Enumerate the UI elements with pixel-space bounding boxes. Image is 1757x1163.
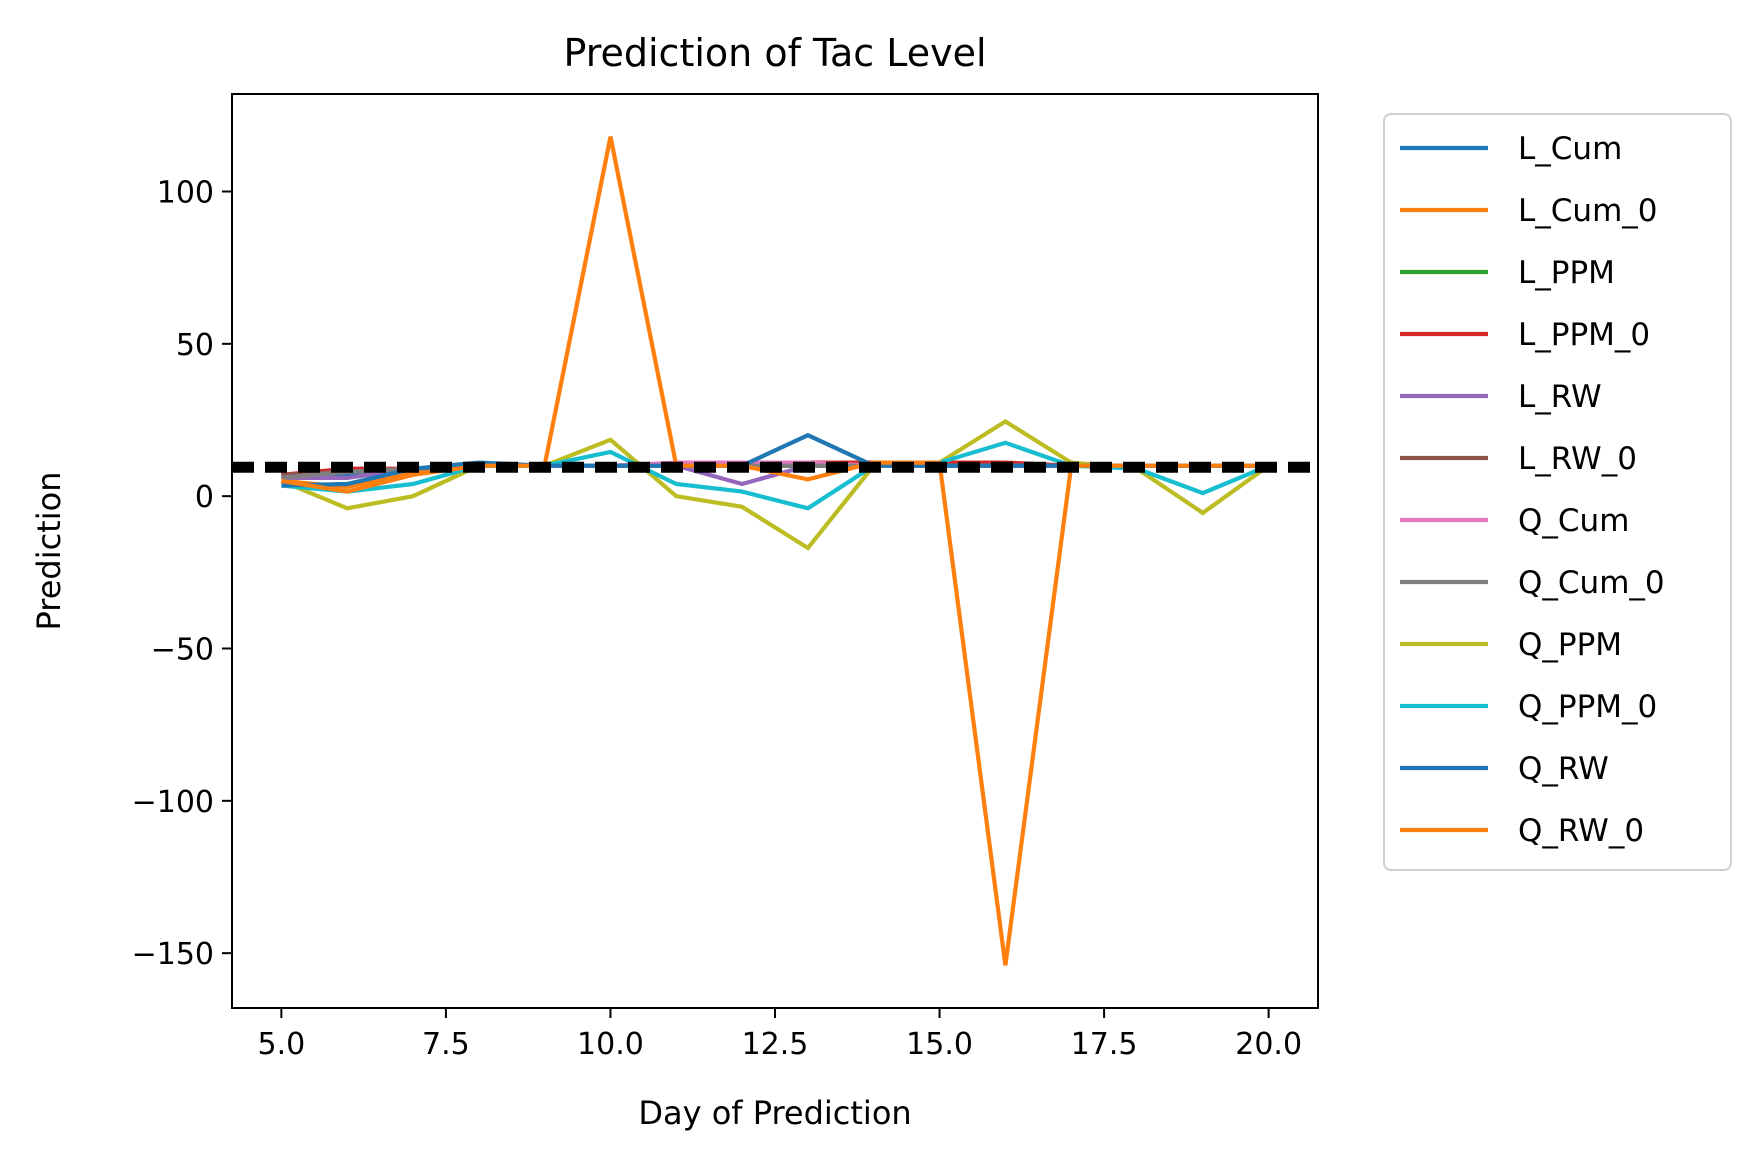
y-axis: 100 50 0 −50 −100 −150 [132, 175, 232, 972]
x-tick-label: 15.0 [906, 1027, 973, 1062]
legend-label: L_PPM_0 [1518, 317, 1650, 353]
y-tick-label: −50 [151, 632, 214, 667]
legend-label: L_RW [1518, 379, 1602, 415]
legend-label: Q_PPM [1518, 627, 1622, 663]
legend: L_Cum L_Cum_0 L_PPM L_PPM_0 L_RW L_RW_0 Q_Cum Q… [1383, 113, 1732, 871]
y-tick-label: −150 [132, 937, 214, 972]
y-tick-label: −100 [132, 785, 214, 820]
x-tick-label: 17.5 [1071, 1027, 1138, 1062]
x-tick-label: 12.5 [742, 1027, 809, 1062]
legend-label: L_Cum [1518, 131, 1622, 167]
y-tick-label: 100 [157, 175, 214, 210]
x-tick-label: 5.0 [258, 1027, 306, 1062]
x-tick-label: 7.5 [422, 1027, 470, 1062]
x-tick-label: 20.0 [1235, 1027, 1302, 1062]
y-tick-label: 50 [176, 328, 214, 363]
legend-label: Q_Cum [1518, 503, 1629, 539]
legend-label: Q_Cum_0 [1518, 565, 1665, 601]
legend-label: L_Cum_0 [1518, 193, 1658, 229]
legend-label: L_PPM [1518, 255, 1615, 291]
legend-label: Q_RW [1518, 751, 1609, 787]
legend-label: Q_RW_0 [1518, 813, 1644, 849]
y-axis-label: Prediction [30, 472, 68, 631]
plot-area [231, 93, 1319, 1009]
y-tick-label: 0 [195, 480, 214, 515]
x-axis: 5.0 7.5 10.0 12.5 15.0 17.5 20.0 [258, 1008, 1302, 1062]
chart-title: Prediction of Tac Level [563, 31, 986, 75]
legend-box [1383, 113, 1732, 871]
x-axis-label: Day of Prediction [638, 1094, 911, 1132]
x-tick-label: 10.0 [577, 1027, 644, 1062]
legend-label: L_RW_0 [1518, 441, 1637, 477]
legend-label: Q_PPM_0 [1518, 689, 1657, 725]
